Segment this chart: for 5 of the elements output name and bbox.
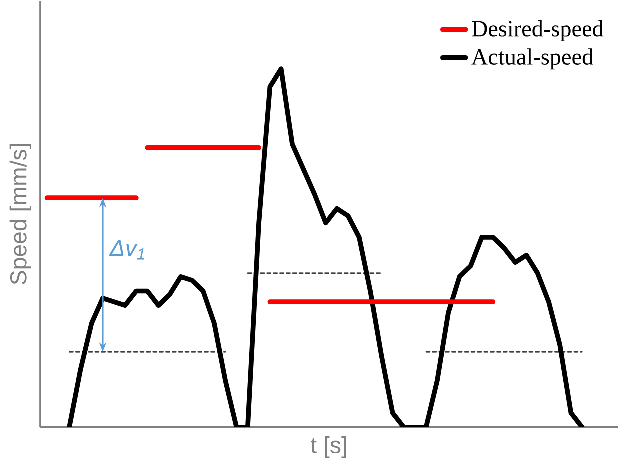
x-axis-title: t [s]: [310, 436, 346, 458]
legend-label: Desired-speed: [472, 20, 604, 42]
y-axis-title: Speed [mm/s]: [10, 144, 32, 285]
annotation: Δv$_{1}$: [109, 240, 144, 260]
legend-label: Actual-speed: [472, 48, 594, 70]
